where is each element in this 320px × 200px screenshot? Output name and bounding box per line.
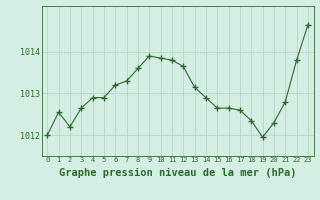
X-axis label: Graphe pression niveau de la mer (hPa): Graphe pression niveau de la mer (hPa) [59, 168, 296, 178]
